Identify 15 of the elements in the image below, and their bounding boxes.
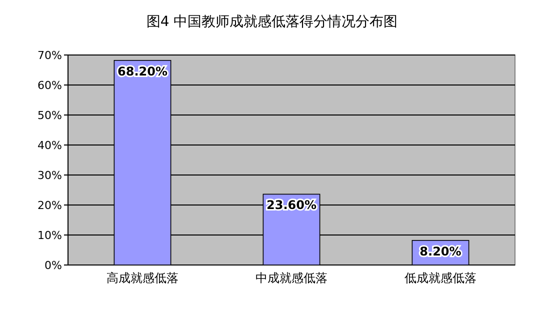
- x-tick-label: 低成就感低落: [404, 271, 476, 285]
- x-tick-label: 高成就感低落: [106, 271, 178, 285]
- chart-title: 图4 中国教师成就感低落得分情况分布图: [146, 14, 398, 30]
- x-tick-label: 中成就感低落: [256, 271, 328, 285]
- y-tick-label: 40%: [38, 139, 62, 152]
- data-label: 68.20%: [118, 64, 168, 78]
- y-tick-label: 10%: [38, 229, 62, 242]
- y-tick-label: 20%: [38, 199, 62, 212]
- data-label: 23.60%: [266, 198, 316, 212]
- y-tick-label: 30%: [38, 169, 62, 182]
- y-tick-label: 70%: [38, 49, 62, 62]
- y-tick-label: 50%: [38, 109, 62, 122]
- y-tick-label: 60%: [38, 79, 62, 92]
- data-label: 8.20%: [420, 244, 462, 258]
- y-tick-label: 0%: [44, 259, 62, 272]
